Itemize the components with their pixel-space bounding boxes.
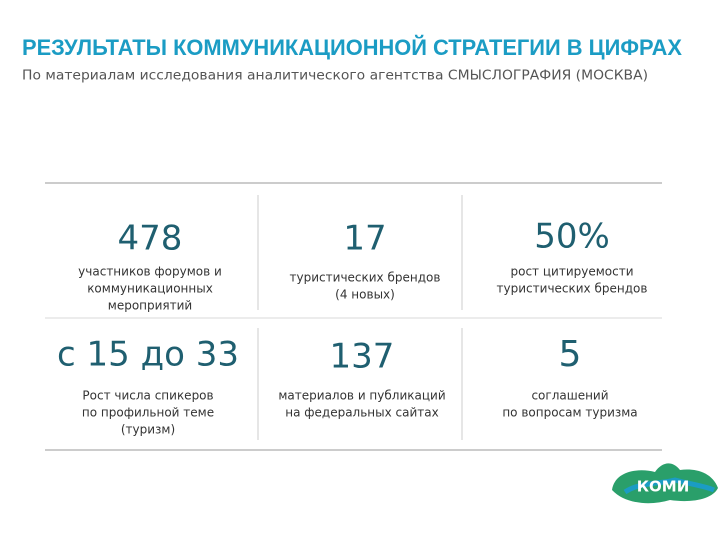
figure: 137 (330, 337, 395, 377)
subtitle: По материалам исследования аналитическог… (22, 69, 648, 84)
description: по профильной теме (82, 406, 214, 420)
figure: 478 (118, 219, 183, 259)
description: по вопросам туризма (502, 406, 637, 420)
title: РЕЗУЛЬТАТЫ КОММУНИКАЦИОННОЙ СТРАТЕГИИ В … (22, 35, 682, 60)
logo: КОМИ (612, 463, 718, 504)
description: мероприятий (108, 299, 192, 313)
description: соглашений (531, 389, 608, 403)
description: (туризм) (121, 423, 175, 437)
figure: 5 (559, 334, 582, 375)
description: Рост числа спикеров (82, 389, 213, 403)
description: материалов и публикаций (278, 389, 445, 403)
logo-wave (623, 477, 716, 495)
description: туристических брендов (290, 271, 441, 285)
logo-text: КОМИ (637, 478, 690, 496)
description: участников форумов и (78, 265, 222, 279)
description: рост цитируемости (511, 265, 634, 279)
description: на федеральных сайтах (285, 406, 438, 420)
figure: 50% (534, 217, 610, 257)
description: коммуникационных (87, 282, 213, 296)
description: (4 новых) (335, 288, 395, 302)
description: туристических брендов (497, 282, 648, 296)
figure: 17 (343, 219, 386, 259)
figure: с 15 до 33 (57, 335, 239, 375)
